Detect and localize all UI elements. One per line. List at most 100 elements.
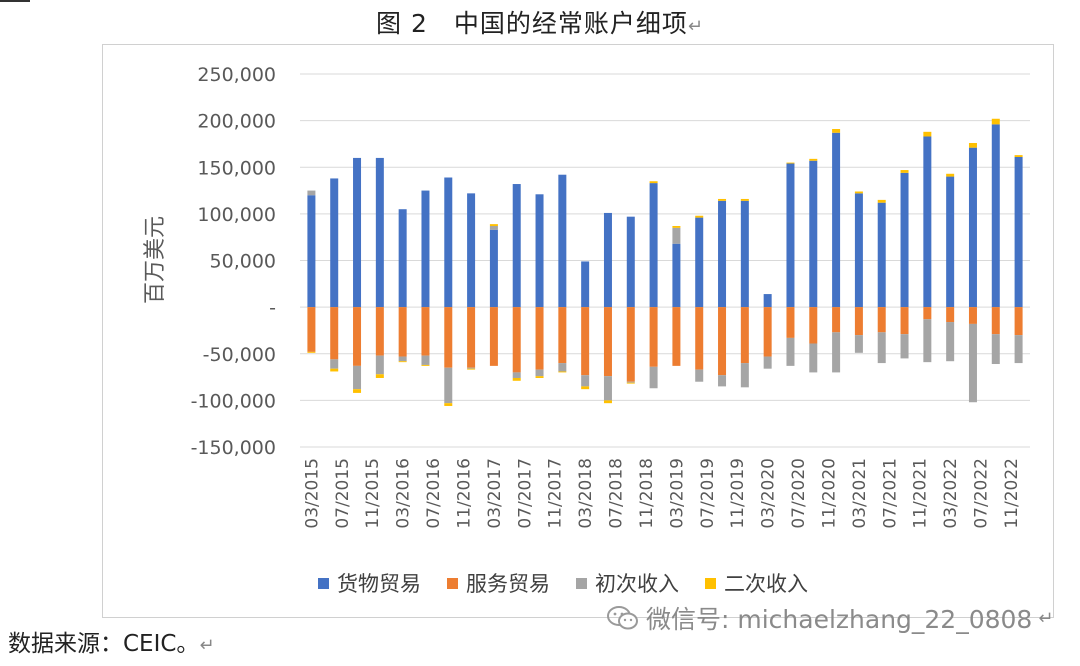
bar-segment-2 [786, 337, 795, 366]
x-tick-label: 11/2015 [363, 458, 383, 529]
y-tick-label: 100,000 [197, 204, 276, 226]
bar-segment-0 [307, 195, 316, 308]
bar-segment-0 [626, 216, 635, 308]
bar-segment-2 [626, 381, 635, 383]
legend-item: 服务贸易 [447, 568, 550, 598]
bar-segment-2 [763, 356, 772, 369]
bar-segment-2 [444, 367, 453, 404]
bar-segment-1 [877, 307, 886, 333]
bar-segment-3 [444, 403, 453, 406]
bar-segment-2 [809, 343, 818, 373]
bar-segment-3 [991, 118, 1000, 125]
y-tick-label: 250,000 [197, 64, 276, 86]
bar-segment-0 [923, 136, 932, 308]
bar-segment-2 [740, 363, 749, 388]
bar-segment-0 [444, 177, 453, 308]
bar-segment-2 [695, 369, 704, 382]
bar-segment-2 [832, 332, 841, 373]
bar-segment-2 [558, 363, 567, 372]
bar-segment-2 [900, 334, 909, 359]
bar-segment-0 [763, 294, 772, 308]
bar-segment-0 [695, 217, 704, 308]
bar-segment-2 [535, 369, 544, 377]
bar-segment-0 [375, 157, 384, 308]
x-tick-label: 11/2019 [728, 458, 748, 529]
y-tick-label: - [269, 297, 276, 319]
y-tick-label: -50,000 [203, 344, 276, 366]
bar-segment-2 [581, 375, 590, 387]
x-tick-label: 03/2020 [759, 458, 779, 529]
bar-segment-0 [946, 176, 955, 308]
bar-segment-1 [740, 307, 749, 364]
y-axis-title: 百万美元 [143, 216, 168, 304]
bar-segment-2 [649, 366, 658, 389]
bar-segment-0 [877, 202, 886, 308]
bar-segment-2 [946, 322, 955, 362]
bar-segment-2 [467, 367, 476, 369]
bar-segment-2 [307, 190, 316, 196]
legend-label: 二次收入 [724, 572, 808, 596]
bar-segment-2 [512, 372, 521, 378]
bar-segment-2 [353, 365, 362, 390]
bar-segment-0 [603, 212, 612, 308]
bar-segment-1 [398, 307, 407, 357]
bar-segment-3 [398, 361, 407, 363]
bar-segment-2 [718, 375, 727, 387]
x-tick-label: 11/2017 [546, 458, 566, 529]
legend-label: 初次收入 [595, 572, 679, 596]
bar-segment-3 [854, 191, 863, 194]
bar-segment-1 [444, 307, 453, 368]
bar-segment-1 [923, 307, 932, 320]
bar-segment-0 [786, 163, 795, 308]
bar-segment-2 [672, 227, 681, 244]
bar-segment-3 [353, 389, 362, 393]
bar-segment-2 [923, 319, 932, 363]
bar-segment-3 [489, 224, 498, 226]
x-tick-label: 07/2016 [424, 458, 444, 529]
legend-item: 二次收入 [705, 568, 808, 598]
bar-segment-3 [626, 382, 635, 384]
x-tick-label: 03/2021 [850, 458, 870, 529]
bar-segment-1 [626, 307, 635, 382]
x-tick-label: 11/2021 [911, 458, 931, 529]
bar-segment-3 [672, 225, 681, 228]
data-source-note: 数据来源：CEIC。↵ [8, 631, 215, 657]
bar-segment-3 [375, 374, 384, 378]
bar-segment-1 [991, 307, 1000, 335]
bar-segment-3 [923, 131, 932, 137]
wechat-icon [607, 606, 638, 630]
bar-segment-1 [489, 307, 498, 366]
x-tick-label: 03/2018 [576, 458, 596, 529]
bar-segment-2 [854, 335, 863, 353]
x-tick-label: 11/2020 [819, 458, 839, 529]
x-tick-label: 07/2019 [698, 458, 718, 529]
x-tick-label: 03/2017 [485, 458, 505, 529]
bar-segment-0 [581, 261, 590, 308]
bar-segment-3 [535, 376, 544, 378]
x-tick-label: 07/2022 [972, 458, 992, 529]
bar-segment-3 [946, 173, 955, 177]
bar-segment-2 [1014, 335, 1023, 364]
legend-label: 货物贸易 [337, 572, 421, 596]
chart-frame [102, 44, 1054, 618]
x-tick-label: 07/2020 [789, 458, 809, 529]
x-tick-label: 03/2016 [394, 458, 414, 529]
bar-segment-1 [603, 307, 612, 377]
bar-segment-0 [991, 124, 1000, 308]
bar-segment-0 [535, 194, 544, 308]
bar-segment-1 [968, 307, 977, 324]
bar-segment-0 [832, 132, 841, 308]
bar-segment-1 [946, 307, 955, 323]
bar-segment-0 [672, 243, 681, 308]
bar-segment-1 [832, 307, 841, 333]
bar-segment-1 [900, 307, 909, 335]
bar-segment-0 [854, 193, 863, 308]
x-tick-label: 07/2018 [607, 458, 627, 529]
bar-segment-3 [1014, 155, 1023, 157]
bar-segment-1 [809, 307, 818, 344]
bar-segment-1 [718, 307, 727, 376]
bar-segment-1 [581, 307, 590, 376]
bar-segment-1 [512, 307, 521, 373]
wechat-watermark: 微信号: michaelzhang_22_0808 ↵ [606, 600, 1053, 636]
